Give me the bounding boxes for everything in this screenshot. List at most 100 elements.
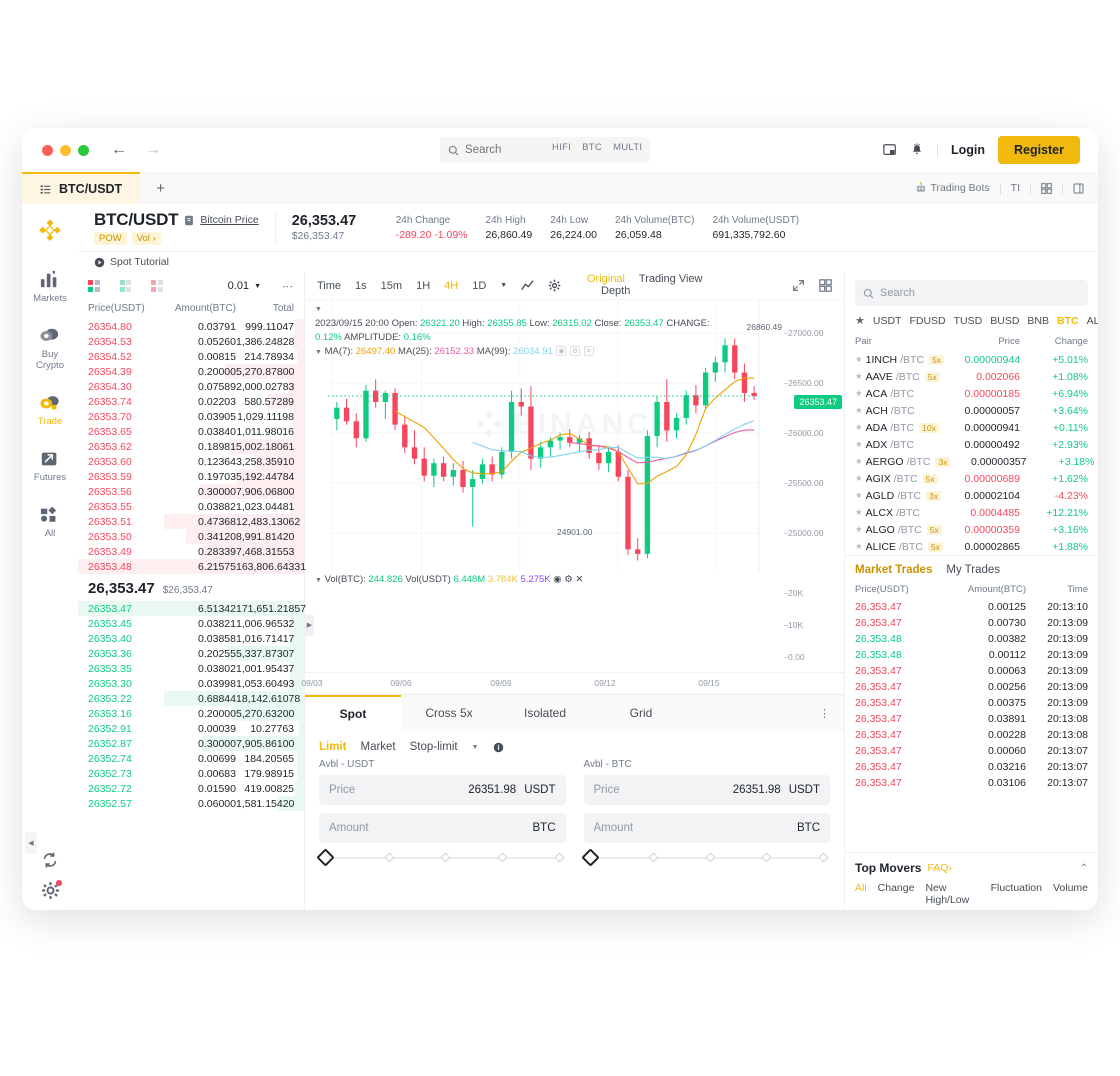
movers-tab-new-high-low[interactable]: New High/Low <box>925 882 970 906</box>
order-book-row[interactable]: 26352.57 0.06000 1,581.15420 <box>78 796 304 811</box>
tab-isolated[interactable]: Isolated <box>523 706 567 720</box>
market-row[interactable]: ★ ALGO/BTC 5x 0.00000359 +3.16% <box>845 521 1098 538</box>
interval-1h[interactable]: 1H <box>416 279 431 292</box>
order-book-row[interactable]: 26354.80 0.03791 999.11047 <box>78 319 304 334</box>
precision-selector[interactable]: 0.01 ▼ <box>228 280 261 292</box>
layout-panel-icon[interactable] <box>1073 183 1084 194</box>
quote-tab-tusd[interactable]: TUSD <box>953 314 983 327</box>
chart-collapse-icon[interactable]: ▼ <box>315 306 322 313</box>
order-book-row[interactable]: 26352.91 0.00039 10.27763 <box>78 721 304 736</box>
movers-tab-all[interactable]: All <box>855 882 867 894</box>
interval-15m[interactable]: 15m <box>380 279 403 292</box>
col-pair[interactable]: Pair <box>855 336 872 347</box>
star-icon[interactable]: ★ <box>855 388 863 398</box>
chart-type-icon[interactable] <box>521 279 534 292</box>
window-controls[interactable] <box>22 144 89 156</box>
vol-settings-icon[interactable]: ⚙ <box>564 574 573 585</box>
order-form-menu-icon[interactable]: ⋮ <box>819 707 830 720</box>
slider-node[interactable] <box>761 852 772 863</box>
quote-tab-btc[interactable]: BTC <box>1057 314 1079 327</box>
global-search[interactable] <box>440 137 650 163</box>
orderbook-bids-icon[interactable] <box>119 280 131 292</box>
market-row[interactable]: ★ ALICE/BTC 5x 0.00002865 +1.88% <box>845 538 1098 555</box>
candlestick-chart[interactable]: BINANCE ▼ 2023/09/15 20:00 Open: 26321.2… <box>305 300 844 572</box>
chart-layout-icon[interactable] <box>819 279 832 292</box>
volume-collapse-icon[interactable]: ▼ <box>315 577 322 584</box>
buy-amount-field[interactable]: Amount BTC <box>319 813 566 843</box>
star-icon[interactable]: ★ <box>855 371 863 381</box>
order-book-row[interactable]: 26353.35 0.03802 1,001.95437 <box>78 661 304 676</box>
vol-visibility-icon[interactable]: ◉ <box>553 574 562 585</box>
sidebar-item-futures[interactable]: Futures <box>34 449 66 483</box>
order-book-row[interactable]: 26352.74 0.00699 184.20565 <box>78 751 304 766</box>
search-input[interactable] <box>465 144 545 156</box>
register-button[interactable]: Register <box>997 136 1080 164</box>
quote-tab-usdt[interactable]: USDT <box>872 314 902 327</box>
notification-bell-icon[interactable] <box>910 143 924 157</box>
maximize-window-button[interactable] <box>78 144 89 156</box>
order-book-row[interactable]: 26354.53 0.05260 1,386.24828 <box>78 334 304 349</box>
order-book-row[interactable]: 26353.50 0.34120 8,991.81420 <box>78 529 304 544</box>
login-button[interactable]: Login <box>950 143 985 157</box>
order-book-row[interactable]: 26353.56 0.30000 7,906.06800 <box>78 484 304 499</box>
fullscreen-icon[interactable] <box>792 279 805 292</box>
interval-1d[interactable]: 1D <box>472 279 487 292</box>
star-icon[interactable]: ★ <box>855 456 863 466</box>
sidebar-item-buy-crypto[interactable]: Buy Crypto <box>36 326 64 371</box>
bitcoin-price-link[interactable]: Bitcoin Price <box>200 214 259 226</box>
star-icon[interactable]: ★ <box>855 507 863 517</box>
market-row[interactable]: ★ AERGO/BTC 3x 0.00000357 +3.18% <box>845 453 1098 470</box>
info-icon[interactable] <box>493 742 504 753</box>
slider-node[interactable] <box>440 852 451 863</box>
chart-scroll-handle[interactable]: ▶ <box>305 614 314 636</box>
minimize-window-button[interactable] <box>60 144 71 156</box>
order-type-market[interactable]: Market <box>360 741 396 753</box>
chart-mode-depth[interactable]: Depth <box>601 285 631 297</box>
order-book-row[interactable]: 26353.30 0.03998 1,053.60493 <box>78 676 304 691</box>
quote-tab-bnb[interactable]: BNB <box>1027 314 1050 327</box>
market-search[interactable]: Search <box>855 280 1088 306</box>
tradingview-toggle[interactable]: TI <box>1010 182 1020 194</box>
ma-visibility-icon[interactable]: ◉ <box>556 346 567 357</box>
volume-chart[interactable]: ▼ Vol(BTC): 244.826 Vol(USDT) 6.448M 3.7… <box>305 572 844 672</box>
layout-grid-icon[interactable] <box>1041 182 1052 194</box>
tag-vol[interactable]: Vol › <box>131 232 161 245</box>
tab-my-trades[interactable]: My Trades <box>946 564 1001 576</box>
order-book-row[interactable]: 26353.40 0.03858 1,016.71417 <box>78 631 304 646</box>
star-icon[interactable]: ★ <box>855 439 863 449</box>
order-book-row[interactable]: 26353.59 0.19703 5,192.44784 <box>78 469 304 484</box>
settings-gear-icon[interactable] <box>41 880 62 900</box>
market-row[interactable]: ★ AGLD/BTC 3x 0.00002104 -4.23% <box>845 487 1098 504</box>
slider-node[interactable] <box>554 852 565 863</box>
chart-mode-original[interactable]: Original <box>587 273 625 285</box>
market-row[interactable]: ★ 1INCH/BTC 5x 0.00000944 +5.01% <box>845 351 1098 368</box>
tab-btc-usdt[interactable]: BTC/USDT <box>22 172 141 204</box>
sell-amount-slider[interactable] <box>580 848 831 867</box>
tab-spot[interactable]: Spot <box>305 695 401 731</box>
market-row[interactable]: ★ ACA/BTC 0.00000185 +6.94% <box>845 385 1098 402</box>
suggestion-chip[interactable]: BTC <box>582 142 603 153</box>
sidebar-collapse-button[interactable]: ◀ <box>25 832 37 854</box>
interval-1s[interactable]: 1s <box>355 279 367 292</box>
order-book-row[interactable]: 26353.62 0.18981 5,002.18061 <box>78 439 304 454</box>
sidebar-item-markets[interactable]: Markets <box>33 270 67 304</box>
market-row[interactable]: ★ ADA/BTC 10x 0.00000941 +0.11% <box>845 419 1098 436</box>
binance-logo-icon[interactable] <box>37 218 63 244</box>
slider-knob[interactable] <box>580 848 600 867</box>
sidebar-item-trade[interactable]: Trade <box>38 393 62 427</box>
top-movers-faq-link[interactable]: FAQ› <box>927 862 952 874</box>
order-book-row[interactable]: 26353.36 0.20255 5,337.87307 <box>78 646 304 661</box>
tab-cross[interactable]: Cross 5x <box>425 706 473 720</box>
star-icon[interactable]: ★ <box>855 422 863 432</box>
ma-collapse-icon[interactable]: ▼ <box>315 349 322 356</box>
ma-settings-icon[interactable]: ⚙ <box>570 346 581 357</box>
order-book-row[interactable]: 26353.49 0.28339 7,468.31553 <box>78 544 304 559</box>
movers-tab-change[interactable]: Change <box>877 882 915 894</box>
back-arrow-icon[interactable]: ← <box>111 141 127 158</box>
order-book-row[interactable]: 26353.74 0.02203 580.57289 <box>78 394 304 409</box>
order-book-menu-icon[interactable]: ⋮ <box>281 280 293 292</box>
market-row[interactable]: ★ ALCX/BTC 0.0004485 +12.21% <box>845 504 1098 521</box>
col-change[interactable]: Change <box>1054 336 1088 347</box>
interval-4h[interactable]: 4H <box>444 279 459 292</box>
order-book-row[interactable]: 26353.45 0.03821 1,006.96532 <box>78 616 304 631</box>
